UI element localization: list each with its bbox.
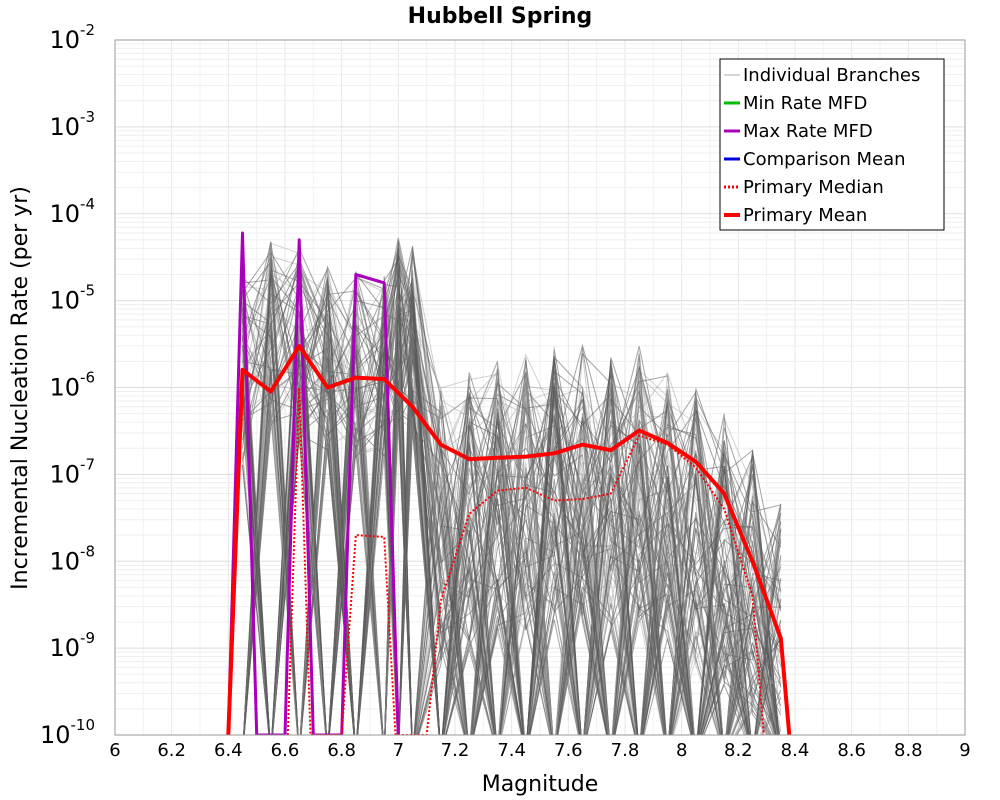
branch-line	[243, 291, 782, 735]
x-tick-label: 6.6	[271, 740, 300, 761]
legend-label: Max Rate MFD	[743, 121, 873, 142]
branch-line	[243, 284, 773, 735]
x-tick-label: 6	[109, 740, 120, 761]
legend: Individual Branches Min Rate MFD Max Rate …	[719, 58, 945, 231]
y-tick-label: 10-6	[49, 369, 95, 402]
branch-line	[271, 304, 748, 735]
branch-line	[242, 269, 780, 735]
branch-line	[242, 246, 782, 735]
branch-line	[242, 299, 771, 735]
branch-line	[242, 245, 769, 735]
branch-line	[271, 259, 775, 735]
branch-line	[243, 240, 776, 735]
branch-line	[243, 258, 752, 735]
x-tick-label: 6.4	[214, 740, 243, 761]
branch-line	[242, 280, 752, 735]
legend-item: Max Rate MFD	[724, 121, 873, 142]
branch-line	[242, 294, 777, 735]
y-axis-label: Incremental Nucleation Rate (per yr)	[8, 186, 33, 590]
legend-label: Individual Branches	[743, 65, 920, 86]
y-tick-label: 10-4	[49, 195, 95, 228]
x-tick-label: 7.8	[611, 740, 640, 761]
branch-line	[242, 320, 778, 735]
branch-line	[242, 251, 723, 735]
y-tick-label: 10-5	[49, 282, 95, 315]
x-tick-label: 8.6	[837, 740, 866, 761]
branch-line	[242, 252, 780, 735]
y-tick-label: 10-10	[40, 716, 95, 749]
branch-line	[242, 247, 776, 735]
legend-item: Primary Mean	[724, 205, 867, 226]
x-tick-label: 8	[676, 740, 687, 761]
y-tick-label: 10-8	[49, 542, 95, 575]
legend-label: Comparison Mean	[743, 149, 906, 170]
branch-line	[384, 256, 724, 735]
x-tick-label: 9	[959, 740, 970, 761]
branch-line	[242, 253, 780, 735]
branch-line	[243, 281, 779, 735]
branch-line	[242, 283, 723, 735]
branch-line	[242, 255, 781, 735]
branch-line	[243, 288, 750, 735]
chart-title: Hubbell Spring	[408, 4, 593, 29]
series-primary-median	[286, 386, 765, 735]
series-max-rate-mfd	[226, 231, 400, 735]
series-group	[226, 231, 792, 735]
legend-label: Primary Mean	[743, 205, 867, 226]
branch-line	[242, 327, 780, 735]
y-tick-label: 10-3	[49, 108, 95, 141]
plot-frame	[114, 39, 966, 736]
branch-line	[242, 314, 723, 735]
x-axis-label: Magnitude	[482, 772, 599, 797]
x-tick-label: 6.2	[157, 740, 186, 761]
y-tick-label: 10-7	[49, 455, 95, 488]
branch-line	[243, 269, 782, 735]
branch-line	[242, 312, 749, 735]
x-tick-label: 8.4	[781, 740, 810, 761]
branch-line	[271, 258, 610, 735]
branch-line	[271, 271, 781, 735]
x-tick-label: 8.2	[724, 740, 753, 761]
x-tick-label: 7	[393, 740, 404, 761]
y-tick-label: 10-2	[49, 21, 95, 54]
x-tick-label: 6.8	[327, 740, 356, 761]
branch-line	[242, 326, 782, 735]
branch-line	[242, 248, 781, 735]
branch-line	[271, 241, 780, 735]
legend-item: Primary Median	[724, 177, 884, 198]
x-tick-label: 7.2	[441, 740, 470, 761]
individual-branches	[242, 237, 782, 735]
branch-line	[271, 280, 782, 735]
branch-line	[243, 279, 782, 735]
y-tick-label: 10-9	[49, 629, 95, 662]
branch-line	[242, 346, 782, 735]
x-tick-label: 7.6	[554, 740, 583, 761]
x-tick-label: 7.4	[497, 740, 526, 761]
branch-line	[243, 269, 769, 735]
x-axis-ticks: 6 6.2 6.4 6.6 6.8 7 7.2 7.4 7.6 7.8 8 8.2 8.4 8.6 8.8 9	[109, 740, 970, 761]
legend-item: Min Rate MFD	[724, 93, 867, 114]
legend-label: Min Rate MFD	[743, 93, 867, 114]
legend-item: Individual Branches	[724, 65, 920, 86]
y-axis-ticks: 10-10 10-9 10-8 10-7 10-6 10-5 10-4 10-3 10-2	[40, 21, 95, 749]
x-tick-label: 8.8	[894, 740, 923, 761]
branch-line	[243, 255, 780, 735]
branch-line	[242, 237, 782, 735]
legend-label: Primary Median	[743, 177, 884, 198]
series-primary-mean	[226, 344, 792, 735]
branch-line	[242, 369, 782, 735]
legend-item: Comparison Mean	[724, 149, 906, 170]
legend-box	[719, 58, 945, 231]
